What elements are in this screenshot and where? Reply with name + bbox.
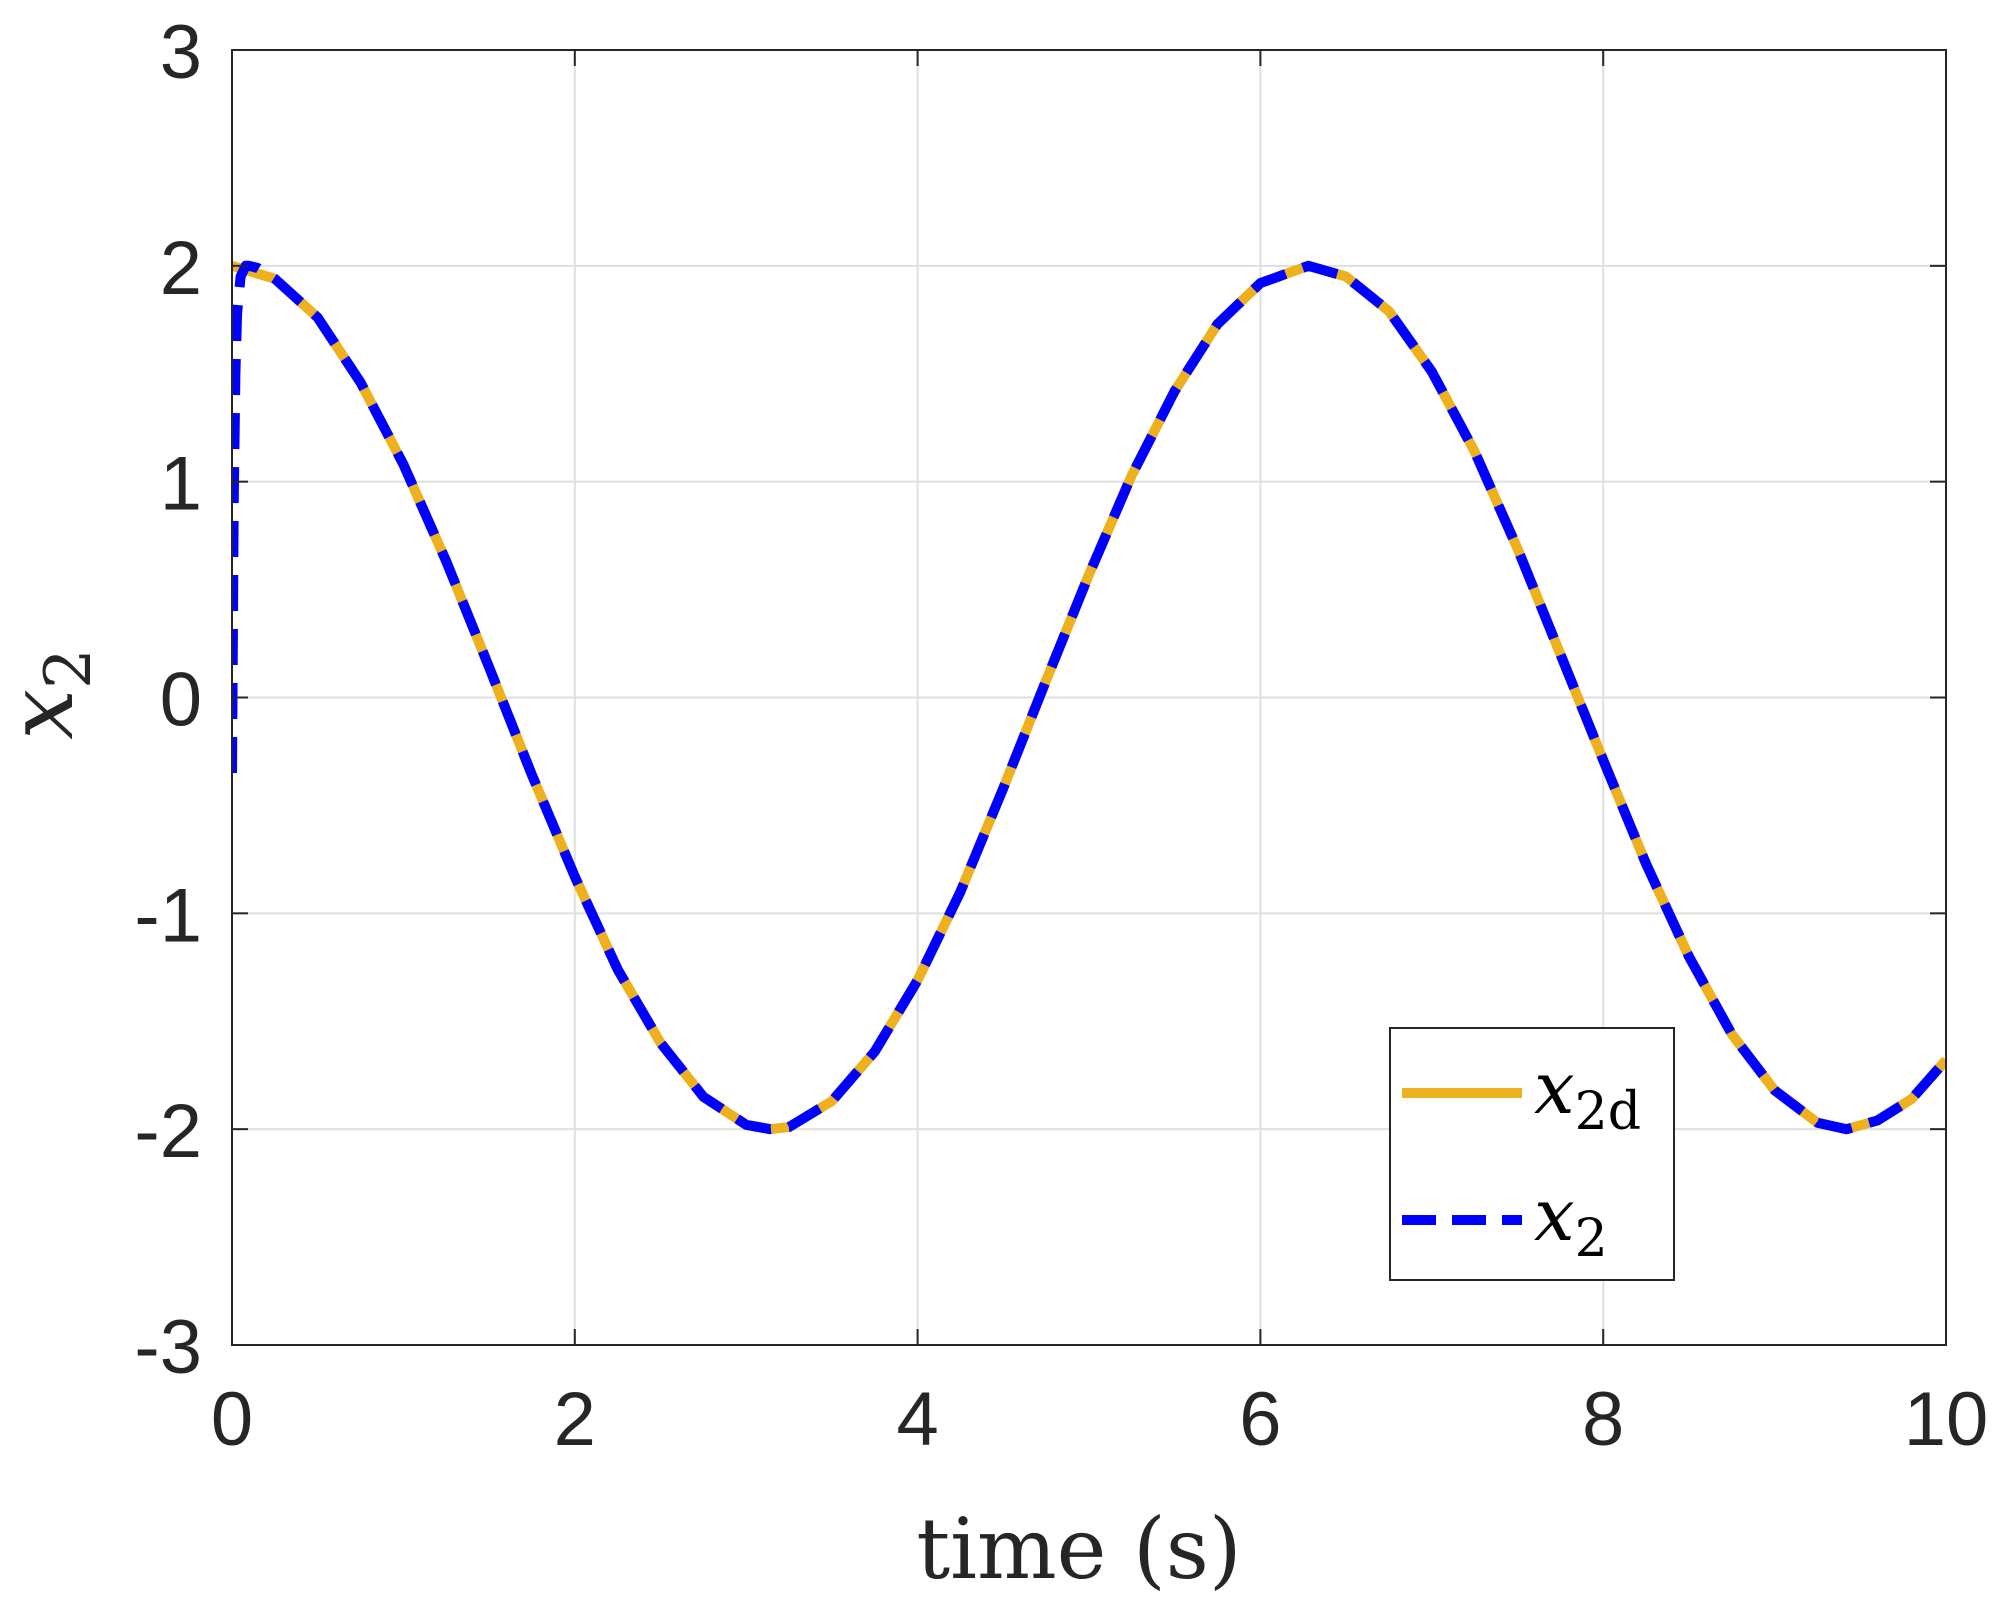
legend-box [1389, 1027, 1675, 1281]
y-axis-label: x2 [0, 648, 106, 739]
y-tick-label: -1 [134, 873, 202, 958]
legend-label-x2d: x2d [1534, 1046, 1641, 1142]
y-axis-label-main: x [0, 689, 94, 740]
x-axis-label: time (s) [916, 1500, 1241, 1598]
x-tick-label: 0 [211, 1377, 253, 1462]
svg-text:x2: x2 [0, 648, 106, 739]
x-tick-label: 4 [896, 1377, 938, 1462]
series-line-x2 [232, 260, 1946, 1135]
x-tick-label: 10 [1904, 1377, 1989, 1462]
legend: x2d x2 [1389, 1027, 1675, 1281]
x-tick-label: 2 [554, 1377, 596, 1462]
y-tick-label: 3 [160, 10, 202, 95]
y-tick-label: 1 [160, 442, 202, 527]
y-tick-labels: 3 2 1 0 -1 -2 -3 [134, 10, 202, 1390]
y-tick-label: 0 [160, 658, 202, 743]
ticks [231, 49, 1947, 1346]
y-tick-label: -2 [134, 1089, 202, 1174]
x-tick-labels: 0 2 4 6 8 10 [211, 1377, 1988, 1462]
y-tick-label: 2 [160, 226, 202, 311]
series-group [232, 260, 1946, 1135]
y-tick-label: -3 [134, 1305, 202, 1390]
x-tick-label: 8 [1582, 1377, 1624, 1462]
x-tick-label: 6 [1239, 1377, 1281, 1462]
y-axis-label-subscript: 2 [32, 648, 106, 689]
legend-label-x2: x2 [1534, 1173, 1608, 1269]
